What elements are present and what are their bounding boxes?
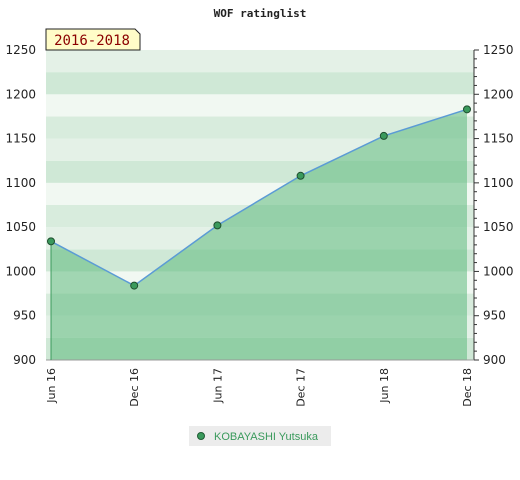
y-tick-label-right: 950 [483,309,506,323]
legend-marker [197,432,205,440]
axes [46,50,475,361]
y-tick-label-left: 1000 [5,264,36,278]
x-tick-label: Jun 17 [211,368,224,404]
period-badge: 2016-2018 [45,28,141,51]
y-axis-left: 900 950 1000 1050 1100 1150 1200 1250 [5,43,36,367]
data-point[interactable] [130,281,139,290]
data-point[interactable] [296,171,305,180]
series-line [50,108,468,287]
x-tick-label: Dec 17 [295,368,308,407]
y-tick-label-left: 1150 [5,132,36,146]
data-point[interactable] [463,105,471,114]
x-tick-label: Dec 18 [461,368,474,407]
y-tick-label-right: 1150 [483,132,514,146]
x-tick-label: Jun 16 [45,368,58,404]
y-tick-label-right: 1000 [483,264,514,278]
x-axis: Jun 16 Dec 16 Jun 17 Dec 17 Jun 18 Dec 18 [45,368,474,407]
y-tick-label-left: 950 [13,309,36,323]
data-point[interactable] [213,221,222,230]
y-tick-label-right: 900 [483,353,506,367]
y-tick-label-left: 1100 [5,176,36,190]
x-tick-label: Dec 16 [128,368,141,407]
series-area [51,109,467,360]
legend[interactable]: KOBAYASHI Yutsuka [189,426,331,446]
period-label: 2016-2018 [54,33,130,49]
y-tick-label-right: 1100 [483,176,514,190]
grid-band [46,94,474,117]
y-tick-label-right: 1200 [483,87,514,101]
data-point[interactable] [47,237,55,246]
area-fill-layer [51,109,467,360]
y-axis-right: 900 950 1000 1050 1100 1150 1200 1250 [474,43,514,367]
y-tick-label-left: 900 [13,353,36,367]
chart-title: WOF ratinglist [214,7,307,20]
grid-band [46,72,474,95]
y-tick-label-left: 1200 [5,87,36,101]
y-tick-label-left: 1250 [5,43,36,57]
y-tick-label-right: 1050 [483,220,514,234]
y-tick-label-left: 1050 [5,220,36,234]
grid-band [46,116,474,139]
grid-band [46,50,474,73]
data-point[interactable] [379,131,388,140]
legend-label: KOBAYASHI Yutsuka [214,431,319,443]
series-layer [47,105,471,290]
x-tick-label: Jun 18 [378,368,391,404]
y-tick-label-right: 1250 [483,43,514,57]
